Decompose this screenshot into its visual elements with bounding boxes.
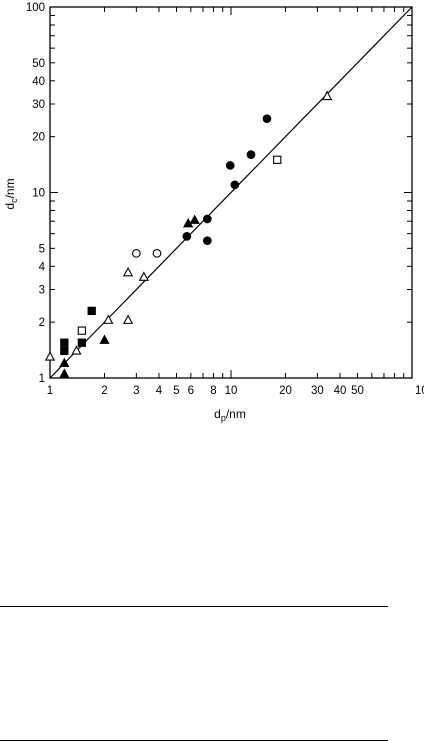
- data-point-open-square: [273, 155, 282, 164]
- data-point-filled-circle: [230, 180, 240, 190]
- y-tick-label: 4: [39, 261, 46, 273]
- x-tick-label: 5: [173, 385, 179, 397]
- data-point-filled-square: [60, 338, 69, 347]
- x-tick-label: 100: [415, 385, 424, 397]
- data-point-filled-circle: [202, 214, 212, 224]
- data-point-open-square: [77, 326, 87, 335]
- x-tick-label: 3: [133, 385, 139, 397]
- x-tick-label: 10: [225, 385, 238, 397]
- reference-line: [49, 6, 413, 379]
- axis-ticks: [49, 6, 413, 379]
- y-tick-label: 1: [39, 373, 45, 385]
- y-axis-label-subscript: c: [9, 198, 19, 203]
- data-point-open-circle: [132, 248, 141, 258]
- y-tick-label: 40: [32, 76, 45, 88]
- x-tick-label: 50: [351, 385, 364, 397]
- data-points: [44, 90, 333, 378]
- x-tick-label: 6: [188, 385, 194, 397]
- y-tick-label: 20: [32, 132, 45, 144]
- y-tick-label: 2: [39, 317, 45, 329]
- y-axis-label: dc/nm: [3, 178, 19, 209]
- y-tick-label: 100: [26, 2, 45, 14]
- x-tick-label: 40: [334, 385, 347, 397]
- data-point-open-triangle: [122, 314, 134, 324]
- x-tick-label: 4: [156, 385, 163, 397]
- data-point-filled-circle: [225, 161, 235, 170]
- data-point-filled-square: [60, 346, 69, 356]
- data-point-filled-circle: [246, 150, 256, 159]
- y-tick-label: 30: [32, 99, 45, 111]
- data-point-filled-circle: [262, 114, 272, 124]
- y-tick-label: 50: [32, 58, 45, 70]
- data-point-open-triangle: [322, 90, 333, 101]
- data-point-open-triangle: [44, 351, 56, 361]
- data-point-filled-triangle: [189, 214, 200, 224]
- x-tick-label: 2: [101, 385, 107, 397]
- data-point-filled-triangle: [99, 334, 110, 344]
- x-tick-label: 8: [210, 385, 216, 397]
- data-point-filled-circle: [182, 232, 192, 241]
- data-point-filled-square: [87, 306, 96, 316]
- data-point-open-triangle: [122, 266, 134, 277]
- data-point-open-triangle: [103, 314, 114, 324]
- data-point-filled-circle: [202, 236, 212, 246]
- y-tick-label: 10: [32, 188, 45, 200]
- x-axis-label-subscript: p: [221, 413, 226, 423]
- axis-tick-labels: 12345681020304050100123451020304050100: [26, 2, 424, 397]
- data-point-open-triangle: [71, 345, 82, 355]
- x-axis-label: dp/nm: [214, 407, 246, 423]
- x-tick-label: 20: [279, 385, 292, 397]
- data-point-filled-triangle: [59, 368, 70, 378]
- data-point-filled-triangle: [59, 357, 70, 368]
- data-point-filled-square: [77, 338, 87, 347]
- data-point-open-circle: [152, 248, 162, 258]
- data-point-open-triangle: [138, 271, 149, 281]
- y-tick-label: 3: [39, 284, 45, 296]
- x-tick-label: 1: [47, 385, 53, 397]
- table-top-rule: [0, 606, 388, 607]
- x-tick-label: 30: [311, 385, 324, 397]
- y-tick-label: 5: [39, 243, 45, 255]
